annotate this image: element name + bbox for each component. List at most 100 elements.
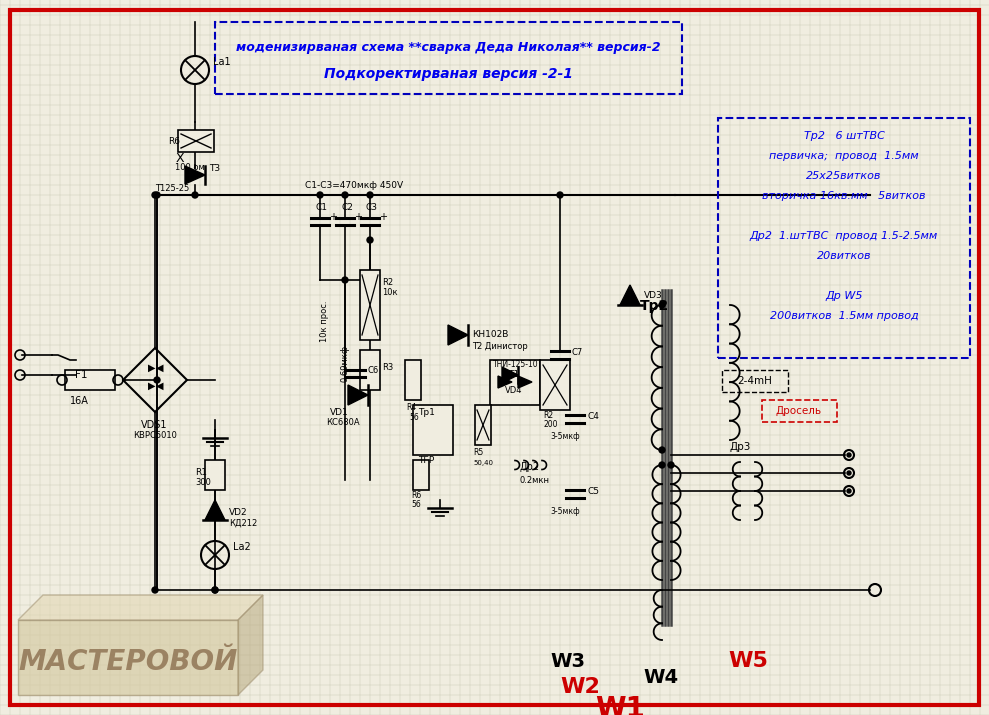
Text: R2: R2	[382, 278, 393, 287]
Circle shape	[847, 453, 851, 457]
Bar	[18, 620, 238, 695]
Circle shape	[557, 192, 563, 198]
Text: T1: T1	[508, 370, 519, 379]
Text: +: +	[354, 212, 362, 222]
Text: C6: C6	[367, 366, 378, 375]
Circle shape	[659, 302, 665, 308]
Polygon shape	[238, 595, 263, 695]
Text: Т2 Динистор: Т2 Динистор	[472, 342, 528, 351]
Text: C1: C1	[316, 203, 328, 212]
Bar	[215, 22, 682, 94]
Bar	[360, 350, 380, 390]
Text: 10к: 10к	[382, 288, 398, 297]
Circle shape	[342, 192, 348, 198]
Text: Дp W5: Дp W5	[825, 291, 862, 301]
Text: 200витков  1.5мм провод: 200витков 1.5мм провод	[769, 311, 919, 321]
Text: КН102В: КН102В	[472, 330, 508, 339]
Text: ◀: ◀	[156, 363, 163, 373]
Text: Тр2   6 штТВС: Тр2 6 штТВС	[803, 131, 884, 141]
Text: ▶: ▶	[148, 363, 155, 373]
Text: КВРС5010: КВРС5010	[133, 431, 177, 440]
Text: вторичка 16кв.мм   5витков: вторичка 16кв.мм 5витков	[763, 191, 926, 201]
Bar	[490, 360, 540, 405]
Bar	[405, 360, 421, 400]
Text: VDS1: VDS1	[141, 420, 167, 430]
Text: 20витков: 20витков	[817, 251, 871, 261]
Text: R4: R4	[406, 403, 416, 412]
Text: Тр2: Тр2	[640, 299, 670, 313]
Text: первичка;  провод  1.5мм: первичка; провод 1.5мм	[769, 151, 919, 161]
Polygon shape	[498, 376, 512, 388]
Text: X: X	[176, 152, 184, 165]
Circle shape	[342, 277, 348, 283]
Text: C7: C7	[572, 348, 584, 357]
Text: R3: R3	[382, 363, 394, 372]
Text: КС680А: КС680А	[326, 418, 360, 427]
Text: 0.69мкф: 0.69мкф	[340, 345, 349, 382]
Text: W4: W4	[643, 668, 678, 687]
Circle shape	[212, 587, 218, 593]
Text: R6: R6	[411, 491, 421, 500]
Text: C4: C4	[587, 412, 599, 421]
Text: Дp2: Дp2	[520, 462, 540, 472]
Text: +: +	[329, 212, 337, 222]
Polygon shape	[620, 285, 640, 305]
Text: Дp2  1.штТВС  провод 1.5-2.5мм: Дp2 1.штТВС провод 1.5-2.5мм	[750, 231, 939, 241]
Circle shape	[152, 587, 158, 593]
Circle shape	[659, 447, 665, 453]
Text: W5: W5	[728, 651, 767, 671]
Text: ТНИ-125-10: ТНИ-125-10	[493, 360, 539, 369]
Circle shape	[847, 471, 851, 475]
Text: T3: T3	[209, 164, 221, 173]
Text: ТГР: ТГР	[418, 456, 434, 465]
Bar	[178, 130, 214, 152]
Text: VD1: VD1	[330, 408, 349, 417]
Text: 25х25витков: 25х25витков	[806, 171, 881, 181]
Text: 56: 56	[411, 500, 420, 509]
Text: 0.2мкн: 0.2мкн	[520, 476, 550, 485]
Circle shape	[367, 192, 373, 198]
Polygon shape	[448, 325, 468, 345]
Text: +: +	[379, 212, 387, 222]
Circle shape	[367, 237, 373, 243]
Text: Подкоректирваная версия -2-1: Подкоректирваная версия -2-1	[324, 66, 573, 81]
Text: ▶: ▶	[148, 381, 155, 391]
Bar	[413, 460, 429, 490]
Text: Дросель: Дросель	[776, 406, 822, 416]
Text: VD4: VD4	[505, 386, 522, 395]
Polygon shape	[348, 385, 368, 405]
Text: T125-25: T125-25	[155, 184, 189, 193]
Polygon shape	[205, 500, 225, 520]
Text: 2-4mH: 2-4mH	[738, 376, 772, 386]
Text: Дp3: Дp3	[730, 442, 752, 452]
Text: 200: 200	[543, 420, 558, 429]
Text: R5: R5	[473, 448, 484, 457]
Bar	[413, 405, 453, 455]
Bar	[762, 400, 837, 422]
Text: C3: C3	[366, 203, 378, 212]
Text: 3-5мкф: 3-5мкф	[550, 432, 580, 441]
Bar	[540, 360, 570, 410]
Bar	[205, 460, 225, 490]
Text: 16A: 16A	[70, 396, 89, 406]
Text: 10к прос.: 10к прос.	[320, 300, 329, 342]
Text: 3-5мкф: 3-5мкф	[550, 507, 580, 516]
Text: 100 ом: 100 ом	[175, 163, 205, 172]
Circle shape	[317, 192, 323, 198]
Text: W3: W3	[550, 652, 585, 671]
Text: La2: La2	[233, 542, 251, 552]
Circle shape	[154, 192, 160, 198]
Bar	[722, 370, 788, 392]
Bar	[360, 270, 380, 340]
Circle shape	[212, 587, 218, 593]
Text: W1: W1	[595, 695, 645, 715]
Text: ◀: ◀	[156, 381, 163, 391]
Circle shape	[847, 489, 851, 493]
Text: C2: C2	[341, 203, 353, 212]
Text: C1-С3=470мкф 450V: C1-С3=470мкф 450V	[305, 181, 404, 190]
Text: КД212: КД212	[229, 519, 257, 528]
Bar	[65, 370, 115, 390]
Polygon shape	[18, 595, 263, 620]
Polygon shape	[518, 376, 532, 388]
Text: R2: R2	[543, 411, 553, 420]
